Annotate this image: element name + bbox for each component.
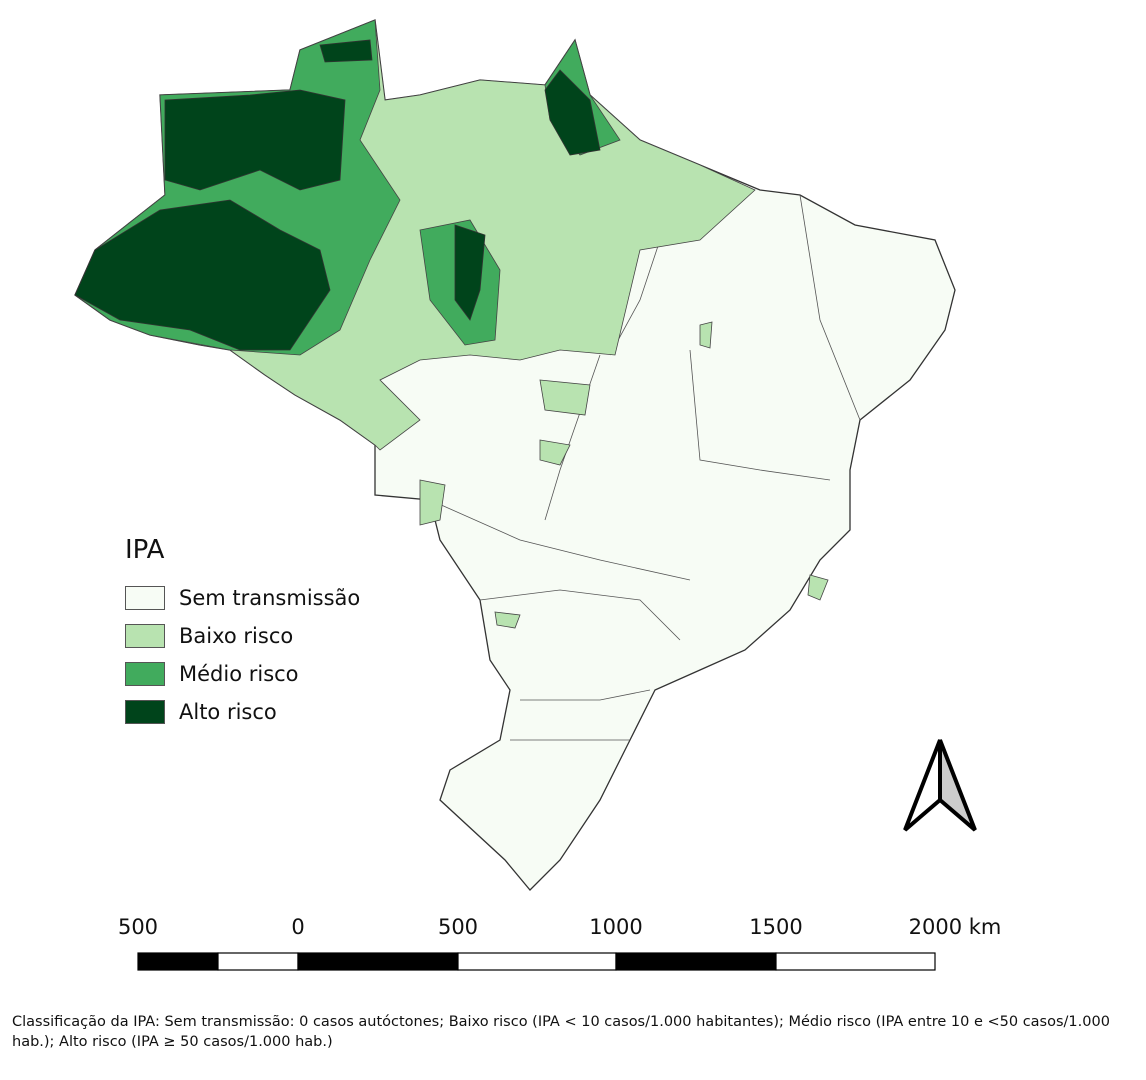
scale-label: 2000 km xyxy=(908,915,1002,939)
scale-label: 500 xyxy=(437,915,479,939)
legend-title: IPA xyxy=(125,535,165,565)
region-alto-risco xyxy=(454,224,486,321)
legend-item-medio-risco: Médio risco xyxy=(125,655,360,693)
scale-label: 500 xyxy=(117,915,159,939)
region-alto-risco xyxy=(319,39,373,63)
legend-item-sem-transmissao: Sem transmissão xyxy=(125,579,360,617)
legend-swatch xyxy=(125,662,165,686)
legend-swatch xyxy=(125,624,165,648)
region-baixo-risco xyxy=(419,479,446,526)
scale-label: 0 xyxy=(291,915,305,939)
legend-label: Alto risco xyxy=(179,700,277,724)
brazil-map xyxy=(74,19,977,971)
north-arrow-icon xyxy=(903,739,977,832)
legend-item-alto-risco: Alto risco xyxy=(125,693,360,731)
region-baixo-risco xyxy=(494,611,521,629)
scale-bar xyxy=(137,952,936,971)
legend-label: Baixo risco xyxy=(179,624,294,648)
legend-label: Sem transmissão xyxy=(179,586,361,610)
legend: IPA Sem transmissão Baixo risco Médio ri… xyxy=(125,535,360,731)
scale-label: 1500 xyxy=(749,915,803,939)
scale-label: 1000 xyxy=(589,915,643,939)
legend-swatch xyxy=(125,586,165,610)
caption: Classificação da IPA: Sem transmissão: 0… xyxy=(12,1014,1110,1050)
region-baixo-risco xyxy=(807,574,829,601)
region-alto-risco xyxy=(544,69,601,156)
region-baixo-risco xyxy=(699,321,713,349)
legend-item-baixo-risco: Baixo risco xyxy=(125,617,360,655)
region-baixo-risco xyxy=(539,379,591,416)
legend-swatch xyxy=(125,700,165,724)
region-baixo-risco xyxy=(539,439,571,466)
legend-label: Médio risco xyxy=(179,662,299,686)
region-alto-risco xyxy=(74,199,331,351)
region-alto-risco xyxy=(164,89,346,191)
